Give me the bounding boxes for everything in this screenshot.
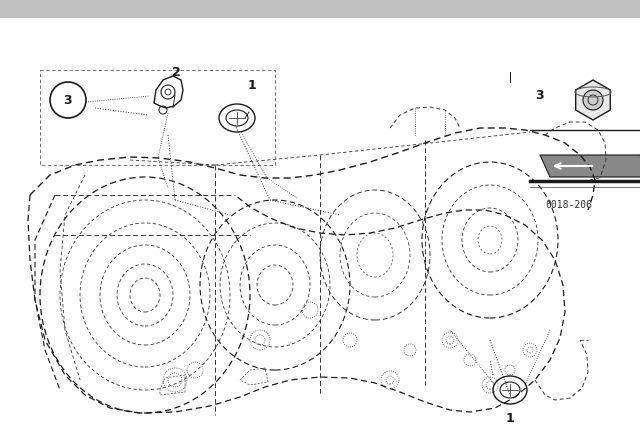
Text: 3: 3 <box>64 94 72 107</box>
Text: 2: 2 <box>172 65 180 78</box>
Text: 0018-206: 0018-206 <box>545 200 592 210</box>
Text: 1: 1 <box>248 78 257 91</box>
Polygon shape <box>540 155 640 177</box>
Bar <box>0 0 640 18</box>
Text: 3: 3 <box>535 89 543 102</box>
Text: 1: 1 <box>506 412 515 425</box>
Circle shape <box>583 90 603 110</box>
Polygon shape <box>575 80 611 120</box>
